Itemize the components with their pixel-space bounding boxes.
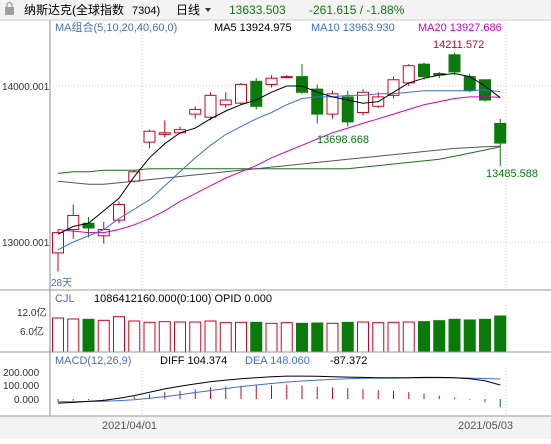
date-label-left: 2021/04/01: [102, 420, 157, 432]
candle-body: [280, 76, 293, 79]
candle-body: [189, 108, 202, 115]
price-tick-14000: 14000.001: [2, 82, 50, 93]
lock-icon: [5, 1, 14, 15]
candle-body: [250, 80, 263, 107]
volume-bar: [204, 320, 217, 353]
candle-body: [52, 232, 64, 254]
volume-bar: [97, 319, 110, 353]
volume-bar: [128, 320, 141, 353]
volume-bar: [113, 316, 125, 353]
volume-bar: [418, 321, 430, 353]
volume-tick-12: 12.0亿: [17, 306, 46, 319]
candle-body: [494, 122, 507, 144]
volume-readout: 1086412160.000(0:100) OPID 0.000: [94, 293, 272, 305]
low-annotation: 13485.588: [486, 168, 538, 180]
ma20-value: MA20 13927.686: [418, 22, 502, 34]
candle-body: [326, 93, 339, 115]
volume-bar: [250, 321, 263, 353]
candle-body: [219, 99, 232, 106]
macd-dea: DEA 148.060: [245, 355, 310, 367]
ma10-line: [57, 89, 501, 251]
period-dropdown-icon[interactable]: [205, 8, 211, 12]
volume-bar: [387, 321, 400, 353]
volume-bar: [448, 318, 461, 353]
volume-label: CJL: [55, 293, 75, 305]
volume-bar: [296, 322, 308, 353]
header-bar: [0, 0, 551, 19]
volume-bar: [433, 320, 446, 353]
volume-bar: [52, 317, 64, 353]
candle-body: [235, 83, 247, 104]
volume-bar: [479, 318, 491, 353]
macd-diff: DIFF 104.374: [160, 355, 227, 367]
volume-bar: [494, 315, 507, 353]
ma60-line: [57, 146, 501, 174]
volume-bar: [82, 318, 95, 353]
macd-panel: MACD(12,26,9) DIFF 104.374 DEA 148.060 -…: [0, 351, 551, 416]
macd-tick-100: 100.000: [3, 381, 40, 392]
candle-body: [341, 96, 354, 123]
macd-value: -87.372: [330, 355, 367, 367]
volume-bar: [341, 321, 354, 353]
period-select[interactable]: 日线: [176, 3, 200, 17]
date-axis-bar: [0, 416, 551, 439]
candle-body: [418, 63, 430, 78]
volume-bar: [158, 321, 171, 353]
volume-panel: CJL 1086412160.000(0:100) OPID 0.000 12.…: [0, 289, 551, 352]
moving-average-lines: [57, 72, 501, 251]
diff-line: [57, 375, 501, 404]
high-annotation: 14211.572: [433, 39, 484, 51]
volume-bar: [189, 321, 202, 353]
volume-bar: [372, 322, 385, 353]
volume-bar: [143, 321, 156, 353]
macd-label: MACD(12,26,9): [55, 355, 131, 367]
volume-bar: [311, 322, 324, 353]
price-series: [52, 52, 507, 272]
volume-bar: [326, 322, 339, 353]
volume-bar: [402, 321, 415, 353]
instrument-name: 纳斯达克(全球指数: [24, 2, 124, 17]
candle-body: [296, 76, 308, 93]
candle-body: [204, 94, 217, 118]
volume-bar: [463, 319, 476, 353]
ma40-line: [57, 145, 501, 185]
date-label-right: 2021/05/03: [458, 420, 513, 432]
ma10-value: MA10 13963.930: [311, 22, 395, 34]
volume-tick-6: 6.0亿: [20, 325, 44, 338]
volume-bar: [265, 322, 278, 353]
volume-bar: [357, 321, 369, 353]
macd-series: [57, 375, 501, 408]
ma-legend-label: MA组合(5,10,20,40,60,0): [55, 20, 177, 34]
last-price: 13633.503: [229, 3, 286, 17]
candle-body: [67, 214, 80, 231]
volume-bar: [235, 321, 247, 353]
volume-bar: [219, 322, 232, 353]
candle-body: [113, 204, 125, 221]
macd-tick-0: 0.000: [14, 395, 39, 406]
candle-body: [265, 77, 278, 85]
ma5-line: [57, 72, 501, 235]
candle-body: [158, 132, 171, 135]
candle-body: [311, 88, 324, 115]
price-change: -261.615 / -1.88%: [309, 3, 405, 17]
ma5-value: MA5 13924.975: [214, 22, 292, 34]
price-tick-13000: 13000.001: [2, 238, 50, 249]
candle-body: [402, 65, 415, 84]
volume-bar: [67, 318, 80, 353]
volume-bar: [280, 322, 293, 353]
candle-body: [448, 54, 461, 73]
ma20-line: [57, 96, 501, 234]
macd-tick-200: 200.000: [3, 368, 40, 379]
candle-body: [143, 130, 156, 143]
days-label: 28天: [51, 278, 72, 289]
candle-body: [387, 79, 400, 96]
instrument-code: 7304): [132, 5, 160, 17]
mid-low-annotation: 13698.668: [317, 134, 369, 146]
volume-bar: [174, 321, 186, 353]
